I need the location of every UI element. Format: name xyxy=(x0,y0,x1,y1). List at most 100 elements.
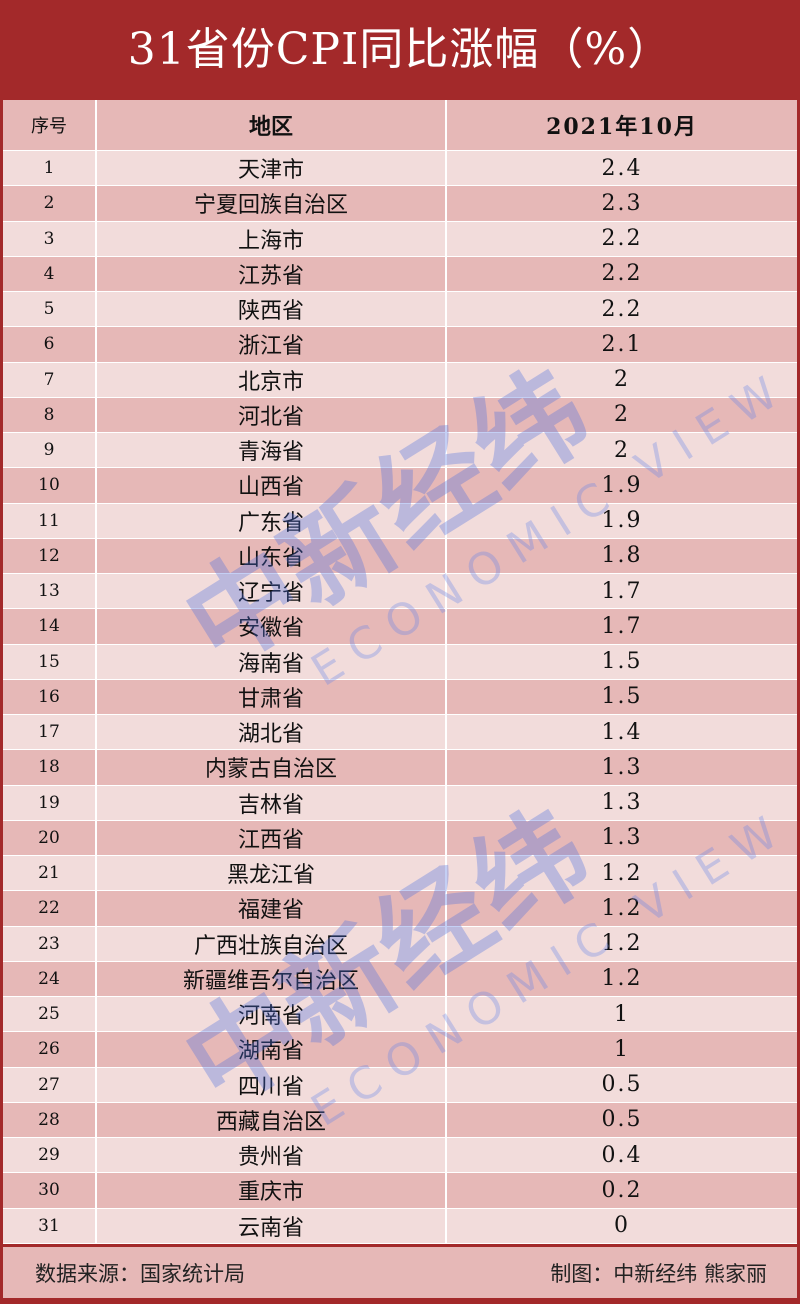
cell-index: 3 xyxy=(3,221,97,256)
footer: 数据来源：国家统计局 制图：中新经纬 熊家丽 xyxy=(3,1247,797,1298)
cell-index: 5 xyxy=(3,292,97,327)
cell-value: 1.3 xyxy=(601,825,643,851)
cell-value: 1.5 xyxy=(601,649,643,675)
table-row: 12 山东省 1.8 xyxy=(3,538,797,574)
cell-index: 6 xyxy=(3,327,97,362)
cell-value: 0.4 xyxy=(601,1142,643,1168)
table-row: 25 河南省 1 xyxy=(3,997,797,1033)
cell-value: 2 xyxy=(614,402,630,428)
cell-value: 2 xyxy=(614,437,630,463)
cell-value: 1.7 xyxy=(601,613,643,639)
cell-region: 黑龙江省 xyxy=(97,856,447,891)
table-row: 4 江苏省 2.2 xyxy=(3,256,797,292)
cell-value: 1.4 xyxy=(601,719,643,745)
cell-index: 1 xyxy=(3,151,97,186)
cell-index: 20 xyxy=(3,820,97,855)
table-row: 2 宁夏回族自治区 2.3 xyxy=(3,186,797,222)
table-row: 29 贵州省 0.4 xyxy=(3,1138,797,1174)
cell-region: 海南省 xyxy=(97,644,447,679)
cell-region: 广西壮族自治区 xyxy=(97,926,447,961)
cell-index: 17 xyxy=(3,715,97,750)
table-row: 24 新疆维吾尔自治区 1.2 xyxy=(3,961,797,997)
cell-index: 25 xyxy=(3,997,97,1032)
cell-region: 山西省 xyxy=(97,468,447,503)
table-row: 8 河北省 2 xyxy=(3,397,797,433)
cell-index: 29 xyxy=(3,1138,97,1173)
table-row: 5 陕西省 2.2 xyxy=(3,292,797,328)
cell-value: 1.5 xyxy=(601,684,643,710)
cell-index: 14 xyxy=(3,609,97,644)
cell-region: 湖北省 xyxy=(97,715,447,750)
table-row: 17 湖北省 1.4 xyxy=(3,715,797,751)
cell-value: 2.2 xyxy=(601,296,643,322)
cell-region: 广东省 xyxy=(97,503,447,538)
cell-index: 31 xyxy=(3,1208,97,1243)
cell-region: 内蒙古自治区 xyxy=(97,750,447,785)
cell-index: 26 xyxy=(3,1032,97,1067)
table-row: 16 甘肃省 1.5 xyxy=(3,679,797,715)
table-row: 31 云南省 0 xyxy=(3,1208,797,1244)
table-row: 18 内蒙古自治区 1.3 xyxy=(3,750,797,786)
cell-index: 12 xyxy=(3,538,97,573)
cell-value: 2 xyxy=(614,367,630,393)
table-row: 19 吉林省 1.3 xyxy=(3,785,797,821)
table-row: 28 西藏自治区 0.5 xyxy=(3,1102,797,1138)
table-row: 20 江西省 1.3 xyxy=(3,820,797,856)
cell-region: 河南省 xyxy=(97,997,447,1032)
table-row: 14 安徽省 1.7 xyxy=(3,609,797,645)
cell-index: 22 xyxy=(3,891,97,926)
cell-region: 河北省 xyxy=(97,397,447,432)
header-region: 地区 xyxy=(97,100,447,150)
cell-index: 18 xyxy=(3,750,97,785)
table-row: 30 重庆市 0.2 xyxy=(3,1173,797,1209)
cell-value: 1.3 xyxy=(601,754,643,780)
cell-index: 13 xyxy=(3,574,97,609)
cell-region: 江西省 xyxy=(97,820,447,855)
cell-value: 1 xyxy=(614,1036,630,1062)
cell-region: 天津市 xyxy=(97,151,447,186)
cell-region: 贵州省 xyxy=(97,1138,447,1173)
cell-region: 湖南省 xyxy=(97,1032,447,1067)
cell-region: 青海省 xyxy=(97,433,447,468)
cell-region: 山东省 xyxy=(97,538,447,573)
cell-region: 福建省 xyxy=(97,891,447,926)
cell-region: 四川省 xyxy=(97,1067,447,1102)
cell-region: 浙江省 xyxy=(97,327,447,362)
cell-value: 1.9 xyxy=(601,472,643,498)
table-row: 27 四川省 0.5 xyxy=(3,1067,797,1103)
cell-region: 陕西省 xyxy=(97,292,447,327)
cell-region: 安徽省 xyxy=(97,609,447,644)
cell-value: 0 xyxy=(614,1213,630,1239)
cell-index: 21 xyxy=(3,856,97,891)
cell-region: 江苏省 xyxy=(97,256,447,291)
cell-value: 1.2 xyxy=(601,931,643,957)
cell-value: 2.1 xyxy=(601,331,643,357)
table-row: 21 黑龙江省 1.2 xyxy=(3,856,797,892)
cell-index: 27 xyxy=(3,1067,97,1102)
table-row: 3 上海市 2.2 xyxy=(3,221,797,257)
cell-value: 1.2 xyxy=(601,895,643,921)
cell-index: 9 xyxy=(3,433,97,468)
cell-value: 1 xyxy=(614,1001,630,1027)
cell-region: 西藏自治区 xyxy=(97,1102,447,1137)
cell-index: 19 xyxy=(3,785,97,820)
header-index: 序号 xyxy=(3,100,97,150)
cell-index: 28 xyxy=(3,1102,97,1137)
cell-value: 1.9 xyxy=(601,508,643,534)
cell-index: 7 xyxy=(3,362,97,397)
cell-index: 11 xyxy=(3,503,97,538)
cell-value: 2.3 xyxy=(601,190,643,216)
cell-region: 北京市 xyxy=(97,362,447,397)
header-value: 2021年10月 xyxy=(546,114,698,140)
cell-value: 1.3 xyxy=(601,790,643,816)
cell-value: 0.2 xyxy=(601,1177,643,1203)
cell-region: 辽宁省 xyxy=(97,574,447,609)
cell-value: 2.4 xyxy=(601,155,643,181)
cell-index: 30 xyxy=(3,1173,97,1208)
cpi-table: 序号 地区 2021年10月 1 天津市 2.4 2 宁夏回族自治区 2.3 3 上海市 2.2… xyxy=(3,100,797,1244)
cell-region: 新疆维吾尔自治区 xyxy=(97,961,447,996)
cell-region: 甘肃省 xyxy=(97,679,447,714)
cell-value: 0.5 xyxy=(601,1072,643,1098)
cell-value: 2.2 xyxy=(601,226,643,252)
cell-value: 1.8 xyxy=(601,543,643,569)
